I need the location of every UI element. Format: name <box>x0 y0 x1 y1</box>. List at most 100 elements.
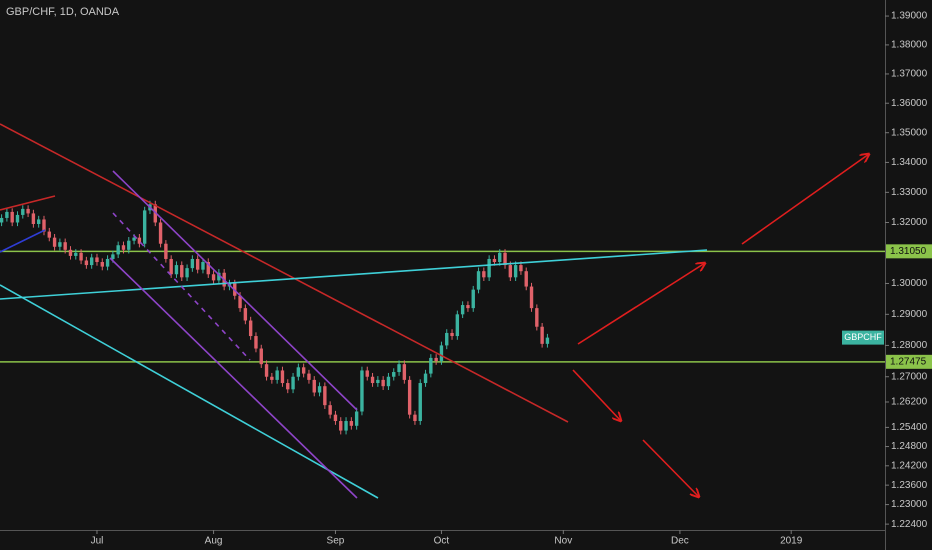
candle-body <box>476 271 481 290</box>
trendline <box>0 249 708 300</box>
x-tick-label: 2019 <box>780 536 803 547</box>
candle-body <box>105 258 110 267</box>
candle-body <box>360 370 364 412</box>
candle-body <box>434 357 438 362</box>
candle-body <box>169 258 173 275</box>
candle-body <box>397 364 401 373</box>
candle-body <box>95 257 99 263</box>
candle-body <box>185 268 189 278</box>
candle-body <box>31 213 36 224</box>
y-tick-label: 1.38000 <box>891 40 928 51</box>
candle-body <box>68 249 73 256</box>
y-tick-label: 1.32000 <box>891 217 928 228</box>
candle-body <box>439 345 444 362</box>
candle-body <box>365 370 369 377</box>
y-tick-label: 1.35000 <box>891 127 928 138</box>
candle-body <box>508 265 513 278</box>
symbol-label: GBPCHF <box>844 332 882 342</box>
candle-body <box>63 242 67 250</box>
candle-body <box>5 211 9 218</box>
arrow <box>577 263 705 345</box>
candle-body <box>418 383 422 422</box>
candle-body <box>423 373 428 384</box>
channel-line <box>112 170 358 411</box>
candle-body <box>524 271 528 287</box>
candle-body <box>243 308 248 321</box>
candle-body <box>211 274 216 281</box>
candle-body <box>26 208 30 214</box>
candle-body <box>264 364 269 377</box>
candle-body <box>15 214 20 223</box>
candle-body <box>10 211 14 223</box>
y-tick-label: 1.24800 <box>891 441 928 452</box>
candle-body <box>21 208 25 215</box>
candle-body <box>460 305 465 315</box>
candle-body <box>42 219 46 232</box>
candle-body <box>498 252 502 263</box>
candle-body <box>519 265 523 272</box>
candle-body <box>317 386 322 393</box>
x-tick-label: Sep <box>327 536 345 547</box>
trendline <box>0 229 46 253</box>
y-tick-label: 1.37000 <box>891 69 928 80</box>
chart-title: GBP/CHF, 1D, OANDA <box>6 6 120 18</box>
candle-body <box>116 245 120 255</box>
candle-body <box>386 376 391 387</box>
candle-body <box>190 258 195 269</box>
arrow <box>741 154 869 245</box>
candle-body <box>137 237 142 244</box>
candle-body <box>36 219 41 224</box>
trendline <box>0 123 569 423</box>
candle-body <box>296 367 301 377</box>
candle-body <box>195 258 200 270</box>
y-tick-label: 1.34000 <box>891 157 928 168</box>
candle-body <box>487 258 491 278</box>
y-tick-label: 1.26200 <box>891 397 928 408</box>
candle-body <box>206 262 210 275</box>
candle-body <box>529 286 534 309</box>
y-tick-label: 1.29000 <box>891 309 928 320</box>
candle-body <box>307 373 311 380</box>
candle-body <box>381 379 385 387</box>
candle-body <box>74 252 78 256</box>
candle-body <box>301 367 306 374</box>
candle-body <box>259 348 263 365</box>
candle-body <box>466 305 470 309</box>
candle-body <box>471 289 475 309</box>
candle-body <box>47 231 51 238</box>
candle-body <box>392 372 396 377</box>
candle-body <box>79 252 83 261</box>
candle-body <box>540 326 544 344</box>
candle-body <box>344 421 348 431</box>
candle-body <box>545 337 550 344</box>
y-tick-label: 1.23600 <box>891 480 928 491</box>
arrow <box>572 369 621 421</box>
y-tick-label: 1.36000 <box>891 98 928 109</box>
candle-body <box>132 237 136 241</box>
candle-body <box>111 254 115 259</box>
arrow <box>642 439 699 497</box>
trendline <box>0 284 379 499</box>
x-tick-label: Jul <box>91 536 104 547</box>
candle-body <box>158 222 163 244</box>
level-label: 1.31050 <box>890 246 927 257</box>
candle-body <box>445 332 449 346</box>
y-tick-label: 1.30000 <box>891 278 928 289</box>
candle-body <box>100 262 104 267</box>
candle-body <box>217 272 221 281</box>
candle-body <box>413 414 417 422</box>
channel-line <box>109 257 358 499</box>
candle-body <box>58 242 62 247</box>
y-tick-label: 1.23000 <box>891 499 928 510</box>
candle-body <box>455 314 460 337</box>
y-tick-label: 1.22400 <box>891 519 928 530</box>
channel-mid <box>112 212 251 361</box>
trendline <box>0 195 56 211</box>
x-tick-label: Nov <box>554 536 572 547</box>
y-tick-label: 1.27000 <box>891 371 928 382</box>
candle-body <box>370 376 375 384</box>
x-tick-label: Aug <box>205 536 223 547</box>
candle-body <box>89 257 94 266</box>
